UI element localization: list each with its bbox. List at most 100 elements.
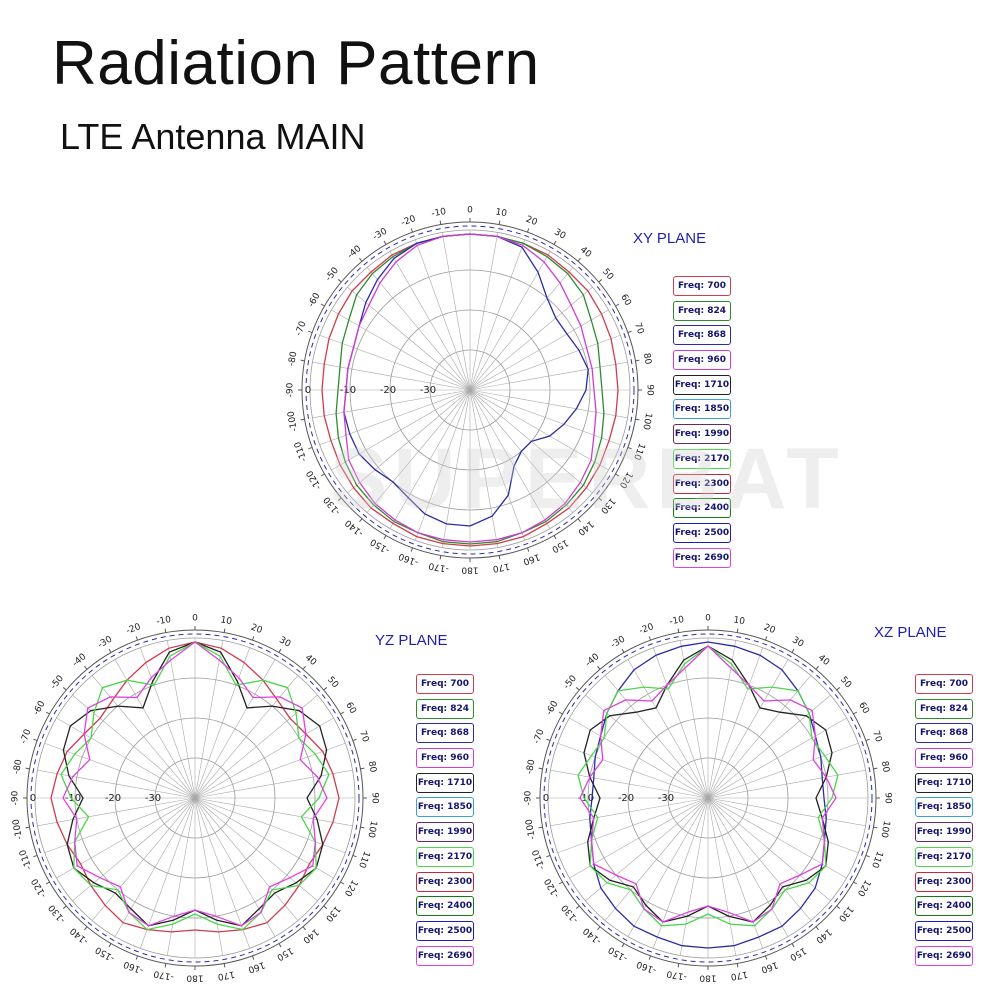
radial-tick-label: -30 <box>420 385 436 396</box>
angle-label: -40 <box>584 652 602 669</box>
grid-spoke <box>469 389 499 548</box>
legend-item: Freq: 1850 <box>416 797 474 818</box>
angle-tick <box>736 628 739 633</box>
angle-tick <box>62 687 67 691</box>
angle-label: 100 <box>365 820 378 839</box>
angle-tick <box>498 220 501 225</box>
grid-spoke <box>585 797 709 902</box>
angle-tick <box>439 220 442 225</box>
angle-label: 130 <box>323 904 342 924</box>
angle-label: -10 <box>669 615 685 627</box>
angle-label: 10 <box>220 615 233 627</box>
grid-spoke <box>166 640 196 799</box>
legend-item: Freq: 2500 <box>915 920 973 941</box>
grid-spoke <box>194 797 346 854</box>
angle-label: -70 <box>294 320 309 337</box>
legend-item: Freq: 868 <box>915 723 973 744</box>
legend-item: Freq: 2400 <box>416 896 474 917</box>
series-line-824 <box>335 233 605 545</box>
angle-label: -100 <box>11 818 24 840</box>
grid-spoke <box>56 717 196 799</box>
grid-spoke <box>469 389 628 419</box>
angle-label: 110 <box>869 850 884 870</box>
angle-tick <box>627 330 632 334</box>
angle-tick <box>677 963 680 968</box>
xz-plane-chart: 0 10 20 30 40 50 60 70 80 90 100 110 120 130 140 150 160… <box>518 608 898 988</box>
angle-label: 160 <box>521 551 541 566</box>
grid-spoke <box>72 797 196 902</box>
angle-label: -100 <box>524 818 537 840</box>
angle-tick <box>302 665 306 670</box>
angle-tick <box>340 881 345 885</box>
radial-tick-label: -10 <box>578 793 594 804</box>
reference-ring <box>543 633 873 963</box>
grid-spoke <box>707 659 789 799</box>
angle-label: -150 <box>607 944 630 963</box>
legend-item: Freq: 2690 <box>915 945 973 966</box>
angle-label: 70 <box>357 730 370 744</box>
grid-spoke <box>414 239 471 391</box>
angle-label: -120 <box>305 468 324 491</box>
grid-spoke <box>194 659 276 799</box>
angle-label: 130 <box>836 904 855 924</box>
angle-label: 120 <box>342 878 359 898</box>
angle-tick <box>251 955 255 960</box>
grid-spoke <box>347 286 471 391</box>
angle-tick <box>251 636 255 641</box>
angle-label: -40 <box>71 652 89 669</box>
angle-tick <box>359 518 363 523</box>
angle-label: 50 <box>600 267 615 282</box>
grid-spoke <box>469 309 609 391</box>
grid-spoke <box>194 797 299 921</box>
angle-tick <box>791 943 795 948</box>
grid-spoke <box>194 717 334 799</box>
angle-tick <box>135 636 139 641</box>
angle-tick <box>553 535 557 540</box>
angle-tick <box>635 359 640 362</box>
radial-tick-label: -10 <box>340 385 356 396</box>
angle-label: 20 <box>762 623 776 636</box>
angle-label: 140 <box>813 926 833 945</box>
angle-tick <box>164 963 167 968</box>
yz-plane-title: YZ PLANE <box>375 632 448 649</box>
angle-label: -10 <box>431 207 447 219</box>
angle-label: -10 <box>156 615 172 627</box>
grid-spoke <box>347 389 471 494</box>
angle-tick <box>323 687 328 691</box>
xz-plane-title: XZ PLANE <box>874 624 947 641</box>
grid-spoke <box>366 389 471 513</box>
angle-tick <box>865 738 870 742</box>
grid-spoke <box>469 389 526 541</box>
radial-tick-label: -30 <box>145 793 161 804</box>
angle-label: 90 <box>645 384 655 396</box>
angle-label: 20 <box>249 623 263 636</box>
grid-spoke <box>569 797 709 879</box>
angle-label: -50 <box>49 674 66 692</box>
angle-tick <box>764 636 768 641</box>
angle-tick <box>62 905 67 909</box>
grid-spoke <box>194 797 334 879</box>
angle-tick <box>164 628 167 633</box>
grid-spoke <box>557 797 709 854</box>
grid-spoke <box>389 251 471 391</box>
angle-tick <box>538 826 543 829</box>
series-line-960 <box>343 233 597 543</box>
angle-tick <box>300 418 305 421</box>
angle-label: -20 <box>125 622 142 637</box>
page-title: Radiation Pattern <box>52 29 540 98</box>
angle-label: 150 <box>275 945 295 962</box>
radial-tick-label: -20 <box>380 385 396 396</box>
angle-label: -60 <box>545 699 561 717</box>
angle-label: 100 <box>640 412 653 431</box>
angle-tick <box>597 926 601 931</box>
legend-item: Freq: 2400 <box>673 498 731 519</box>
angle-label: 180 <box>699 973 716 983</box>
angle-tick <box>853 711 858 715</box>
grid-spoke <box>627 797 709 937</box>
legend-item: Freq: 824 <box>673 300 731 321</box>
angle-tick <box>33 738 38 742</box>
angle-label: 150 <box>550 537 570 554</box>
angle-tick <box>223 963 226 968</box>
angle-tick <box>526 547 530 552</box>
